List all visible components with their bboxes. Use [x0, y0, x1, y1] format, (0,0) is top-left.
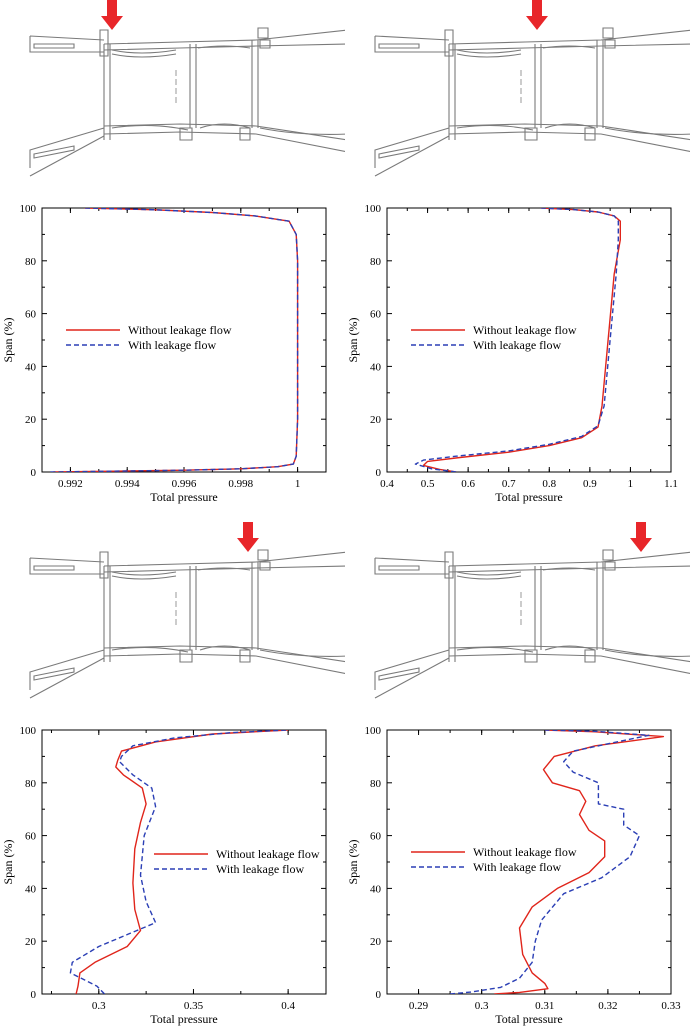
x-axis-title: Total pressure — [150, 490, 217, 504]
y-tick-label: 60 — [25, 831, 37, 843]
x-tick-label: 0.994 — [115, 478, 140, 490]
y-tick-label: 20 — [370, 414, 382, 426]
y-tick-label: 100 — [365, 203, 382, 215]
chart-bottom-left: 0 20 40 60 80 100 0.3 0.35 0.4 Total pressure Span… — [1, 725, 327, 1026]
station-arrow-icon — [630, 522, 652, 552]
x-tick-label: 0.33 — [661, 1000, 681, 1012]
panel-top-left: 0 20 40 60 80 100 0.992 0.994 0.996 0.998 1 Total p… — [0, 0, 345, 514]
x-tick-label: 0.3 — [92, 1000, 106, 1012]
y-axis-title: Span (%) — [346, 318, 360, 363]
x-tick-label: 0.4 — [281, 1000, 295, 1012]
y-axis-title: Span (%) — [1, 840, 15, 885]
chart-top-right: 0 20 40 60 80 100 0.4 0.5 0.6 0.7 0.8 0.9 1 1.1 Total … — [346, 203, 678, 504]
turbine-geometry-schematic — [374, 0, 690, 177]
y-tick-label: 20 — [370, 936, 382, 948]
y-tick-label: 80 — [25, 778, 37, 790]
x-tick-label: 0.7 — [502, 478, 516, 490]
y-tick-label: 0 — [376, 989, 382, 1001]
x-tick-label: 0.6 — [461, 478, 475, 490]
x-tick-label: 0.998 — [228, 478, 253, 490]
x-tick-label: 0.4 — [380, 478, 394, 490]
x-tick-label: 0.3 — [475, 1000, 489, 1012]
series-line-with-leakage — [69, 730, 289, 994]
series-line-with-leakage — [50, 208, 299, 472]
x-tick-label: 0.31 — [535, 1000, 554, 1012]
chart-bottom-right: 0 20 40 60 80 100 0.29 0.3 0.31 0.32 0.33 Total pre… — [346, 725, 681, 1026]
y-tick-label: 100 — [20, 725, 37, 737]
y-axis-title: Span (%) — [1, 318, 15, 363]
station-arrow-icon — [237, 522, 259, 552]
y-tick-label: 100 — [20, 203, 37, 215]
legend-label: With leakage flow — [473, 338, 561, 352]
y-tick-label: 100 — [365, 725, 382, 737]
series-line-with-leakage — [414, 208, 619, 472]
y-tick-label: 40 — [25, 361, 37, 373]
series-line-with-leakage — [450, 730, 650, 994]
y-tick-label: 0 — [31, 467, 37, 479]
y-tick-label: 80 — [370, 256, 382, 268]
station-arrow-icon — [101, 0, 123, 30]
panel-top-right: 0 20 40 60 80 100 0.4 0.5 0.6 0.7 0.8 0.9 1 1.1 Total … — [345, 0, 690, 514]
y-tick-label: 60 — [25, 309, 37, 321]
x-tick-label: 0.29 — [409, 1000, 429, 1012]
legend-label: Without leakage flow — [473, 845, 577, 859]
geometry-lines — [374, 27, 690, 177]
chart-top-left: 0 20 40 60 80 100 0.992 0.994 0.996 0.998 1 Total p… — [1, 203, 327, 504]
y-axis-title: Span (%) — [346, 840, 360, 885]
y-tick-label: 40 — [370, 361, 382, 373]
legend-label: With leakage flow — [128, 338, 216, 352]
x-tick-label: 0.9 — [583, 478, 597, 490]
x-tick-label: 1.1 — [664, 478, 678, 490]
legend-label: Without leakage flow — [473, 323, 577, 337]
y-tick-label: 0 — [376, 467, 382, 479]
geometry-lines — [29, 27, 345, 177]
legend-label: With leakage flow — [216, 862, 304, 876]
y-tick-label: 60 — [370, 831, 382, 843]
series-line-without-leakage — [494, 730, 665, 994]
legend-label: Without leakage flow — [128, 323, 232, 337]
y-tick-label: 40 — [25, 883, 37, 895]
y-tick-label: 40 — [370, 883, 382, 895]
series-line-without-leakage — [422, 208, 621, 472]
y-tick-label: 0 — [31, 989, 37, 1001]
x-tick-label: 0.32 — [598, 1000, 617, 1012]
x-tick-label: 0.992 — [58, 478, 83, 490]
panel-bottom-left: 0 20 40 60 80 100 0.3 0.35 0.4 Total pressure Span… — [0, 514, 345, 1028]
turbine-geometry-schematic — [374, 522, 690, 699]
x-tick-label: 1 — [628, 478, 634, 490]
x-axis-title: Total pressure — [495, 1012, 562, 1026]
legend-label: Without leakage flow — [216, 847, 320, 861]
x-axis-title: Total pressure — [495, 490, 562, 504]
x-tick-label: 0.996 — [172, 478, 197, 490]
y-tick-label: 80 — [370, 778, 382, 790]
x-tick-label: 0.8 — [542, 478, 556, 490]
station-arrow-icon — [526, 0, 548, 30]
x-tick-label: 1 — [295, 478, 301, 490]
y-tick-label: 20 — [25, 936, 37, 948]
geometry-lines — [374, 549, 690, 699]
y-tick-label: 80 — [25, 256, 37, 268]
panel-bottom-right: 0 20 40 60 80 100 0.29 0.3 0.31 0.32 0.33 Total pre… — [345, 514, 690, 1028]
y-tick-label: 60 — [370, 309, 382, 321]
y-tick-label: 20 — [25, 414, 37, 426]
x-tick-label: 0.5 — [421, 478, 435, 490]
x-tick-label: 0.35 — [184, 1000, 204, 1012]
turbine-geometry-schematic — [29, 522, 345, 699]
x-axis-title: Total pressure — [150, 1012, 217, 1026]
turbine-geometry-schematic — [29, 0, 345, 177]
legend-label: With leakage flow — [473, 860, 561, 874]
series-line-without-leakage — [75, 730, 289, 994]
geometry-lines — [29, 549, 345, 699]
